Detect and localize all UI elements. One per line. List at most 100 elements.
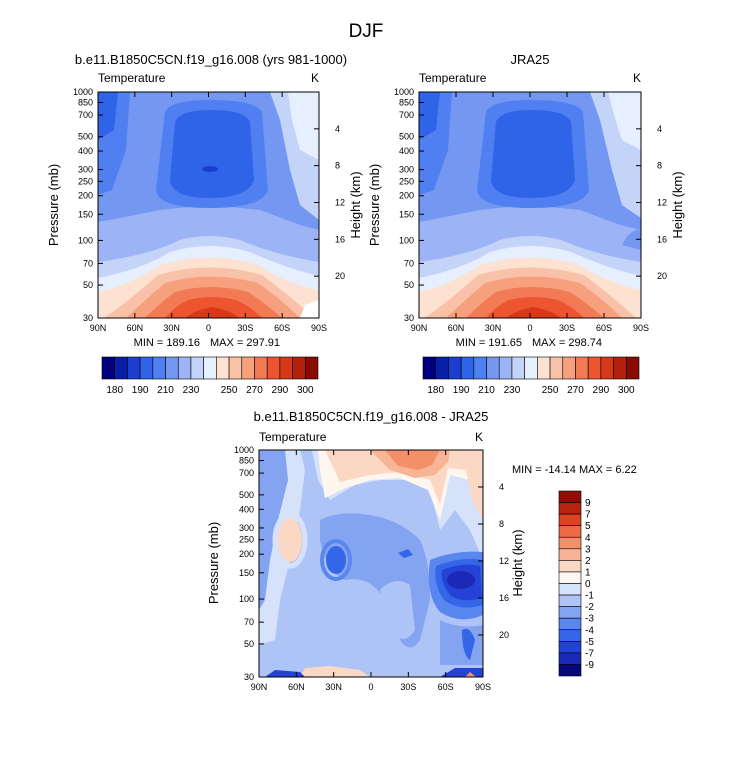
y-tick-label: 700 <box>399 110 414 120</box>
panel-obs-left-string: Temperature <box>419 71 487 85</box>
y-tick-label: 200 <box>78 191 93 201</box>
y-tick-label: 50 <box>83 280 93 290</box>
colorbar-label: 1 <box>585 567 591 578</box>
y-right-tick-label: 4 <box>657 124 662 134</box>
y-tick-label: 500 <box>78 132 93 142</box>
colorbar-box <box>558 617 582 631</box>
panel-model-left-string: Temperature <box>98 71 166 85</box>
contour-mid-pale-tongue <box>380 581 415 639</box>
y-tick-label: 100 <box>239 594 254 604</box>
y-tick-label: 500 <box>239 490 254 500</box>
colorbar-box <box>498 356 513 380</box>
colorbar-label: -5 <box>585 637 594 648</box>
colorbar-box <box>203 356 217 380</box>
colorbar-box <box>558 548 582 561</box>
y-right-tick-label: 4 <box>499 482 504 492</box>
colorbar-box <box>613 356 627 380</box>
y-tick-label: 300 <box>239 523 254 533</box>
x-tick-label: 90N <box>90 323 107 333</box>
panel-model-ylabel-right: Height (km) <box>348 171 363 238</box>
panel-obs-ylabel-right: Height (km) <box>670 171 685 238</box>
colorbar-box <box>152 356 166 380</box>
colorbar-box <box>304 356 319 380</box>
y-tick-label: 1000 <box>73 87 93 97</box>
colorbar-box <box>511 356 525 380</box>
x-tick-label: 60N <box>448 323 465 333</box>
colorbar-label: 210 <box>478 385 495 396</box>
colorbar-box <box>190 356 204 380</box>
colorbar-box <box>460 356 475 380</box>
colorbar-label: 2 <box>585 556 591 567</box>
y-tick-label: 850 <box>239 456 254 466</box>
colorbar-box <box>558 664 582 677</box>
panel-model-right-string: K <box>311 71 319 85</box>
y-right-tick-label: 8 <box>657 161 662 171</box>
y-tick-label: 500 <box>399 132 414 142</box>
colorbar-box <box>127 356 141 380</box>
y-tick-label: 1000 <box>394 87 414 97</box>
x-tick-label: 60S <box>438 682 454 692</box>
y-tick-label: 700 <box>78 110 93 120</box>
page-title: DJF <box>349 21 384 42</box>
contour-warm-3 <box>385 450 440 470</box>
colorbar-box <box>228 356 243 380</box>
y-right-tick-label: 8 <box>335 161 340 171</box>
contour-bottom-warm-right <box>465 672 476 677</box>
y-tick-label: 30 <box>404 313 414 323</box>
panel-obs: JRA25 Temperature K 90N 60N 30N 0 30S 60S 90S 3… <box>367 52 685 396</box>
contour-tropical-warm-rim <box>272 511 308 569</box>
y-right-tick-label: 16 <box>499 593 509 603</box>
x-tick-label: 60N <box>288 682 305 692</box>
contour-cold-spot-a-rim <box>320 539 352 581</box>
colorbar-box <box>254 356 268 380</box>
colorbar-box <box>625 356 640 380</box>
contour-south-cold-core <box>447 571 475 589</box>
panel-diff-title: b.e11.B1850C5CN.f19_g16.008 - JRA25 <box>254 409 489 424</box>
colorbar-box <box>241 356 255 380</box>
colorbar-box <box>558 536 582 550</box>
x-tick-label: 60S <box>274 323 290 333</box>
x-tick-label: 30S <box>400 682 416 692</box>
y-tick-label: 30 <box>244 672 254 682</box>
colorbar-box <box>177 356 192 380</box>
colorbar-label: 300 <box>297 385 314 396</box>
colorbar-box <box>549 356 564 380</box>
y-right-tick-label: 16 <box>335 234 345 244</box>
colorbar-box <box>292 356 306 380</box>
x-tick-label: 60N <box>127 323 144 333</box>
colorbar-box <box>279 356 293 380</box>
x-tick-label: 30N <box>325 682 342 692</box>
y-tick-label: 50 <box>404 280 414 290</box>
colorbar-label: 0 <box>585 579 591 590</box>
y-right-tick-label: 8 <box>499 519 504 529</box>
y-right-tick-label: 16 <box>657 234 667 244</box>
y-tick-label: 70 <box>404 258 414 268</box>
colorbar-box <box>558 594 582 607</box>
x-tick-label: 90S <box>633 323 649 333</box>
x-tick-label: 60S <box>596 323 612 333</box>
contour-tropical-warm <box>278 518 302 562</box>
colorbar-box <box>558 571 582 584</box>
colorbar-label: 9 <box>585 498 591 509</box>
panel-diff-left-string: Temperature <box>259 430 327 444</box>
x-tick-label: 0 <box>206 323 211 333</box>
panel-model: b.e11.B1850C5CN.f19_g16.008 (yrs 981-100… <box>46 52 363 396</box>
colorbar-label: 290 <box>272 385 289 396</box>
panel-diff-ylabel: Pressure (mb) <box>206 522 221 604</box>
y-tick-label: 250 <box>239 535 254 545</box>
y-right-tick-label: 12 <box>657 197 667 207</box>
panel-diff: b.e11.B1850C5CN.f19_g16.008 - JRA25 Temp… <box>206 409 637 692</box>
y-tick-label: 400 <box>239 504 254 514</box>
x-tick-label: 90S <box>475 682 491 692</box>
colorbar-box <box>101 356 116 380</box>
colorbar-label: 5 <box>585 521 591 532</box>
colorbar-box <box>266 356 281 380</box>
colorbar-label: 190 <box>453 385 470 396</box>
colorbar-box <box>558 629 582 642</box>
panel-obs-colorbar: 180 190 210 230 250 270 290 300 <box>422 356 640 396</box>
y-right-tick-label: 20 <box>657 271 667 281</box>
colorbar-label: -1 <box>585 591 594 602</box>
y-tick-label: 200 <box>399 191 414 201</box>
